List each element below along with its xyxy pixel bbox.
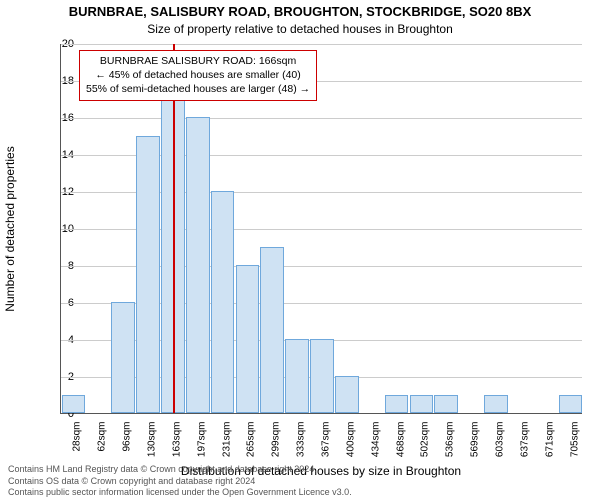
xtick-label: 299sqm (271, 422, 282, 458)
bar (111, 302, 135, 413)
xtick-label: 400sqm (345, 422, 356, 458)
annot-line1: BURNBRAE SALISBURY ROAD: 166sqm (86, 54, 310, 68)
annot-line2: ← 45% of detached houses are smaller (40… (86, 68, 310, 82)
bar (434, 395, 458, 414)
annotation-box: BURNBRAE SALISBURY ROAD: 166sqm← 45% of … (79, 50, 317, 101)
bar (285, 339, 309, 413)
xtick-label: 536sqm (445, 422, 456, 458)
bar (260, 247, 284, 414)
bar (310, 339, 334, 413)
xtick-label: 705sqm (569, 422, 580, 458)
xtick-label: 28sqm (72, 422, 83, 452)
xtick-label: 637sqm (519, 422, 530, 458)
xtick-label: 502sqm (420, 422, 431, 458)
xtick-label: 603sqm (495, 422, 506, 458)
bar (62, 395, 86, 414)
bar (186, 117, 210, 413)
bar (484, 395, 508, 414)
xtick-label: 671sqm (544, 422, 555, 458)
xtick-label: 96sqm (122, 422, 133, 452)
y-axis-label: Number of detached properties (3, 146, 17, 311)
plot-area: BURNBRAE SALISBURY ROAD: 166sqm← 45% of … (60, 44, 582, 414)
xtick-label: 197sqm (196, 422, 207, 458)
chart-title-line1: BURNBRAE, SALISBURY ROAD, BROUGHTON, STO… (0, 4, 600, 19)
xtick-label: 265sqm (246, 422, 257, 458)
xtick-label: 163sqm (171, 422, 182, 458)
bar (136, 136, 160, 414)
xtick-label: 130sqm (147, 422, 158, 458)
xtick-label: 367sqm (321, 422, 332, 458)
footer-attribution: Contains HM Land Registry data © Crown c… (8, 464, 352, 498)
xtick-label: 62sqm (97, 422, 108, 452)
xtick-label: 333sqm (296, 422, 307, 458)
bar (211, 191, 235, 413)
footer-line1: Contains HM Land Registry data © Crown c… (8, 464, 352, 475)
footer-line3: Contains public sector information licen… (8, 487, 352, 498)
bar (236, 265, 260, 413)
xtick-label: 434sqm (370, 422, 381, 458)
bar (410, 395, 434, 414)
bar (335, 376, 359, 413)
chart-title-line2: Size of property relative to detached ho… (0, 22, 600, 36)
footer-line2: Contains OS data © Crown copyright and d… (8, 476, 352, 487)
annot-line3: 55% of semi-detached houses are larger (… (86, 82, 310, 96)
bar (385, 395, 409, 414)
bar (559, 395, 583, 414)
xtick-label: 468sqm (395, 422, 406, 458)
xtick-label: 569sqm (470, 422, 481, 458)
xtick-label: 231sqm (221, 422, 232, 458)
